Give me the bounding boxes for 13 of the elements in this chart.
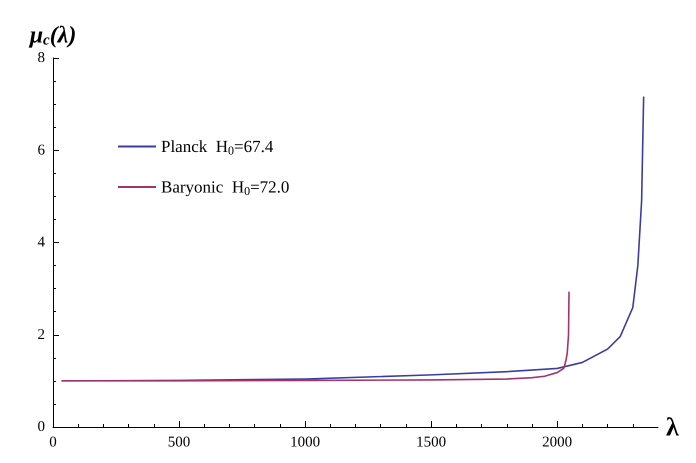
y-tick-label: 6 bbox=[38, 142, 46, 158]
x-tick-label: 1500 bbox=[416, 434, 446, 450]
y-tick-label: 0 bbox=[38, 419, 45, 435]
x-tick-label: 0 bbox=[49, 434, 57, 450]
x-tick-label: 500 bbox=[168, 434, 190, 450]
y-axis-title: μc(λ) bbox=[28, 22, 76, 48]
y-tick-label: 2 bbox=[38, 326, 45, 343]
x-axis-title: λ bbox=[666, 412, 679, 442]
y-tick-label: 8 bbox=[38, 50, 45, 66]
x-tick-label: 1000 bbox=[290, 434, 320, 450]
line-series bbox=[61, 292, 570, 382]
x-tick-label: 2000 bbox=[542, 434, 572, 450]
y-tick-label: 4 bbox=[38, 234, 46, 250]
